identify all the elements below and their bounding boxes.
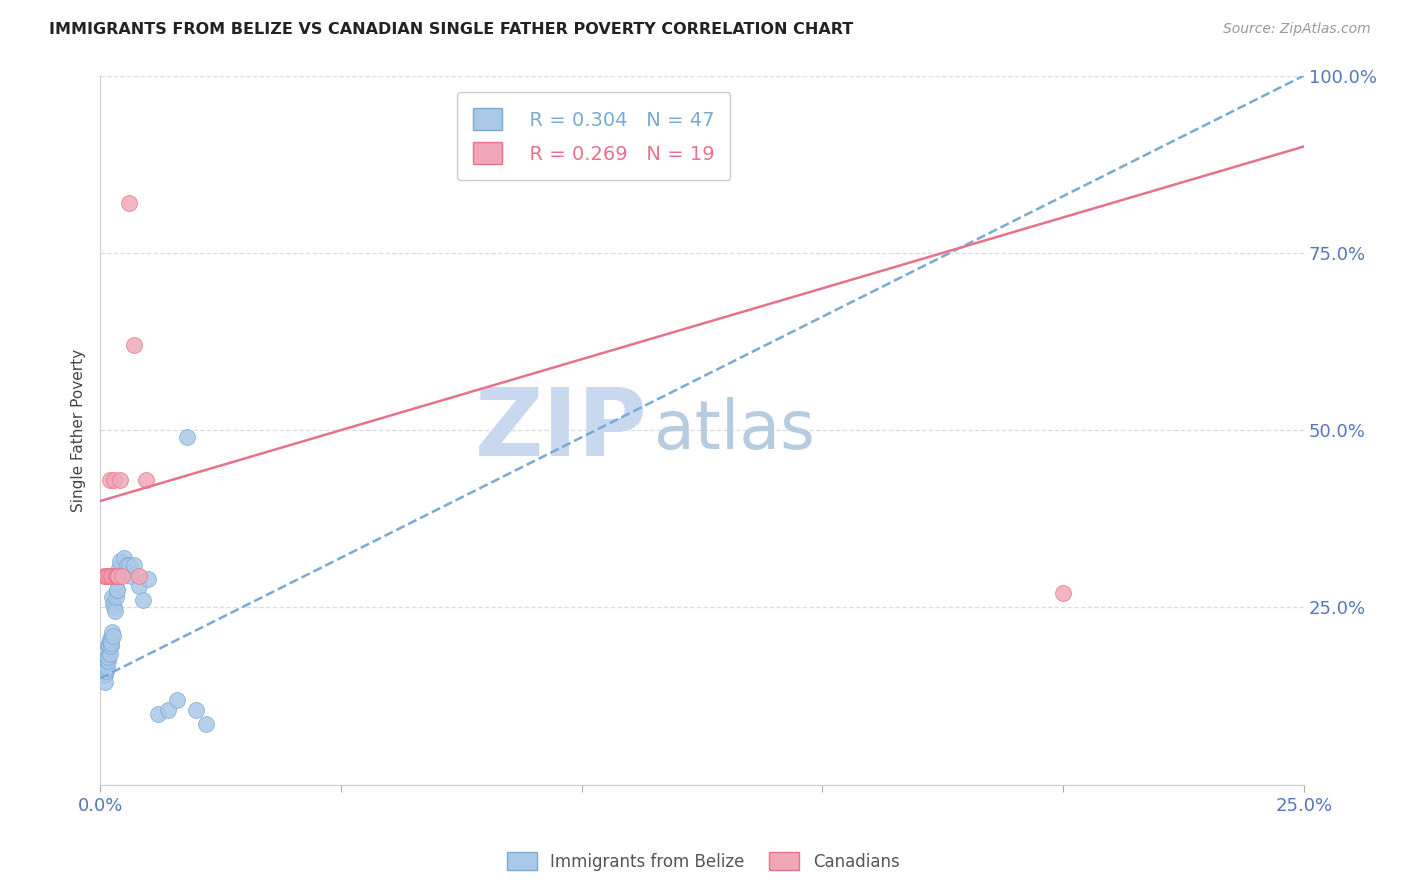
Point bbox=[98, 473, 121, 487]
Point bbox=[146, 706, 169, 721]
Point bbox=[103, 568, 125, 582]
Point bbox=[166, 692, 188, 706]
Point bbox=[110, 473, 132, 487]
Point bbox=[122, 558, 145, 572]
Point bbox=[94, 674, 117, 689]
Point bbox=[195, 717, 218, 731]
Point bbox=[100, 625, 122, 640]
Point bbox=[104, 590, 127, 604]
Point bbox=[101, 629, 124, 643]
Point bbox=[105, 582, 128, 597]
Text: atlas: atlas bbox=[654, 397, 815, 463]
Point bbox=[97, 654, 120, 668]
Point bbox=[97, 568, 120, 582]
Point bbox=[97, 640, 120, 654]
Point bbox=[108, 561, 131, 575]
Point bbox=[128, 579, 150, 593]
Point bbox=[110, 554, 132, 568]
Point bbox=[96, 650, 118, 665]
Text: IMMIGRANTS FROM BELIZE VS CANADIAN SINGLE FATHER POVERTY CORRELATION CHART: IMMIGRANTS FROM BELIZE VS CANADIAN SINGL… bbox=[49, 22, 853, 37]
Point bbox=[176, 430, 198, 444]
Text: ZIP: ZIP bbox=[475, 384, 648, 476]
Point bbox=[107, 582, 129, 597]
Point bbox=[94, 661, 117, 675]
Point bbox=[97, 636, 120, 650]
Point bbox=[120, 568, 142, 582]
Point bbox=[100, 640, 122, 654]
Point bbox=[100, 568, 122, 582]
Point bbox=[96, 661, 118, 675]
Point bbox=[93, 654, 115, 668]
Point bbox=[100, 636, 122, 650]
Point bbox=[118, 558, 141, 572]
Point bbox=[103, 473, 125, 487]
Point bbox=[135, 473, 157, 487]
Point bbox=[128, 568, 150, 582]
Point bbox=[94, 665, 117, 679]
Point bbox=[104, 568, 127, 582]
Point bbox=[93, 668, 115, 682]
Point bbox=[98, 632, 121, 647]
Point bbox=[100, 568, 122, 582]
Point bbox=[105, 568, 128, 582]
Point bbox=[136, 572, 159, 586]
Point bbox=[98, 647, 121, 661]
Point bbox=[100, 590, 122, 604]
Y-axis label: Single Father Poverty: Single Father Poverty bbox=[72, 349, 86, 512]
Point bbox=[94, 668, 117, 682]
Point bbox=[1052, 586, 1074, 600]
Legend: Immigrants from Belize, Canadians: Immigrants from Belize, Canadians bbox=[498, 844, 908, 880]
Point bbox=[100, 632, 122, 647]
Text: Source: ZipAtlas.com: Source: ZipAtlas.com bbox=[1223, 22, 1371, 37]
Point bbox=[156, 703, 179, 717]
Point bbox=[111, 568, 134, 582]
Point bbox=[97, 640, 120, 654]
Point bbox=[107, 568, 129, 582]
Point bbox=[115, 558, 138, 572]
Point bbox=[94, 657, 117, 672]
Point bbox=[94, 568, 117, 582]
Point bbox=[97, 650, 120, 665]
Legend:   R = 0.304   N = 47,   R = 0.269   N = 19: R = 0.304 N = 47, R = 0.269 N = 19 bbox=[457, 93, 731, 180]
Point bbox=[112, 550, 135, 565]
Point bbox=[186, 703, 208, 717]
Point bbox=[97, 640, 120, 654]
Point bbox=[96, 568, 118, 582]
Point bbox=[101, 597, 124, 611]
Point bbox=[107, 568, 129, 582]
Point bbox=[96, 654, 118, 668]
Point bbox=[93, 568, 115, 582]
Point bbox=[122, 338, 145, 352]
Point bbox=[132, 593, 155, 607]
Point bbox=[103, 600, 125, 615]
Point bbox=[103, 604, 125, 618]
Point bbox=[118, 196, 141, 211]
